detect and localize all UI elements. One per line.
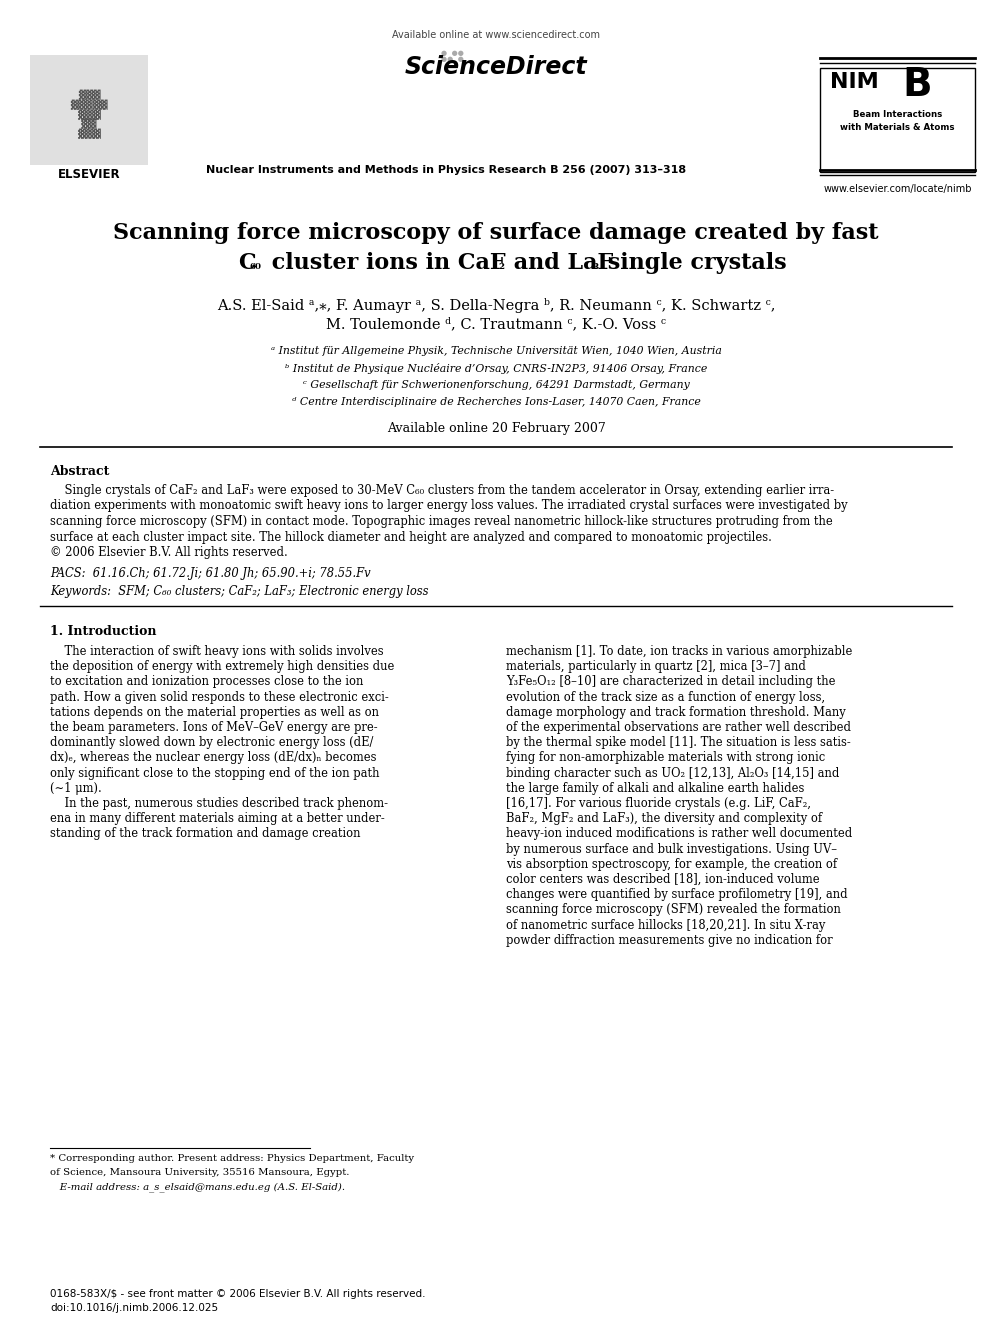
Text: BaF₂, MgF₂ and LaF₃), the diversity and complexity of: BaF₂, MgF₂ and LaF₃), the diversity and … <box>506 812 822 826</box>
Text: mechanism [1]. To date, ion tracks in various amorphizable: mechanism [1]. To date, ion tracks in va… <box>506 646 852 658</box>
Text: [16,17]. For various fluoride crystals (e.g. LiF, CaF₂,: [16,17]. For various fluoride crystals (… <box>506 796 811 810</box>
Text: to excitation and ionization processes close to the ion: to excitation and ionization processes c… <box>50 676 363 688</box>
Text: only significant close to the stopping end of the ion path: only significant close to the stopping e… <box>50 766 380 779</box>
Text: tations depends on the material properties as well as on: tations depends on the material properti… <box>50 705 379 718</box>
Text: doi:10.1016/j.nimb.2006.12.025: doi:10.1016/j.nimb.2006.12.025 <box>50 1303 218 1312</box>
Text: ₂: ₂ <box>498 258 504 273</box>
Text: Keywords:  SFM; C₆₀ clusters; CaF₂; LaF₃; Electronic energy loss: Keywords: SFM; C₆₀ clusters; CaF₂; LaF₃;… <box>50 585 429 598</box>
Text: the large family of alkali and alkaline earth halides: the large family of alkali and alkaline … <box>506 782 805 795</box>
Text: of Science, Mansoura University, 35516 Mansoura, Egypt.: of Science, Mansoura University, 35516 M… <box>50 1168 349 1177</box>
Text: Beam Interactions
with Materials & Atoms: Beam Interactions with Materials & Atoms <box>840 110 954 131</box>
Text: and LaF: and LaF <box>506 251 613 274</box>
Text: color centers was described [18], ion-induced volume: color centers was described [18], ion-in… <box>506 873 819 886</box>
Text: of the experimental observations are rather well described: of the experimental observations are rat… <box>506 721 851 734</box>
Text: M. Toulemonde ᵈ, C. Trautmann ᶜ, K.-O. Voss ᶜ: M. Toulemonde ᵈ, C. Trautmann ᶜ, K.-O. V… <box>326 318 666 331</box>
Text: B: B <box>902 66 931 105</box>
Text: scanning force microscopy (SFM) in contact mode. Topographic images reveal nanom: scanning force microscopy (SFM) in conta… <box>50 515 832 528</box>
Text: The interaction of swift heavy ions with solids involves: The interaction of swift heavy ions with… <box>50 646 384 658</box>
Text: by the thermal spike model [11]. The situation is less satis-: by the thermal spike model [11]. The sit… <box>506 736 851 749</box>
Text: the deposition of energy with extremely high densities due: the deposition of energy with extremely … <box>50 660 395 673</box>
Text: the beam parameters. Ions of MeV–GeV energy are pre-: the beam parameters. Ions of MeV–GeV ene… <box>50 721 378 734</box>
Text: * Corresponding author. Present address: Physics Department, Faculty: * Corresponding author. Present address:… <box>50 1154 414 1163</box>
Text: Single crystals of CaF₂ and LaF₃ were exposed to 30-MeV C₆₀ clusters from the ta: Single crystals of CaF₂ and LaF₃ were ex… <box>50 484 834 497</box>
Text: ▓▓▓
▓▓▓▓▓
  ▓▓▓  
   ▓▓   
  ▓▓▓: ▓▓▓ ▓▓▓▓▓ ▓▓▓ ▓▓ ▓▓▓ <box>70 90 108 139</box>
Text: ᵇ Institut de Physique Nucléaire d’Orsay, CNRS-IN2P3, 91406 Orsay, France: ᵇ Institut de Physique Nucléaire d’Orsay… <box>285 363 707 374</box>
Text: E-mail address: a_s_elsaid@mans.edu.eg (A.S. El-Said).: E-mail address: a_s_elsaid@mans.edu.eg (… <box>50 1181 345 1192</box>
Text: dominantly slowed down by electronic energy loss (dE/: dominantly slowed down by electronic ene… <box>50 736 373 749</box>
Text: A.S. El-Said ᵃ,⁎, F. Aumayr ᵃ, S. Della-Negra ᵇ, R. Neumann ᶜ, K. Schwartz ᶜ,: A.S. El-Said ᵃ,⁎, F. Aumayr ᵃ, S. Della-… <box>216 298 776 314</box>
Text: www.elsevier.com/locate/nimb: www.elsevier.com/locate/nimb <box>823 184 972 194</box>
Text: changes were quantified by surface profilometry [19], and: changes were quantified by surface profi… <box>506 888 847 901</box>
Text: Available online 20 February 2007: Available online 20 February 2007 <box>387 422 605 435</box>
Text: Nuclear Instruments and Methods in Physics Research B 256 (2007) 313–318: Nuclear Instruments and Methods in Physi… <box>206 165 686 175</box>
Bar <box>30 56 148 165</box>
Text: cluster ions in CaF: cluster ions in CaF <box>264 251 506 274</box>
Text: (∼1 μm).: (∼1 μm). <box>50 782 102 795</box>
Text: vis absorption spectroscopy, for example, the creation of: vis absorption spectroscopy, for example… <box>506 857 837 871</box>
Text: path. How a given solid responds to these electronic exci-: path. How a given solid responds to thes… <box>50 691 389 704</box>
Text: NIM: NIM <box>830 71 879 93</box>
Text: Y₃Fe₅O₁₂ [8–10] are characterized in detail including the: Y₃Fe₅O₁₂ [8–10] are characterized in det… <box>506 676 835 688</box>
Text: standing of the track formation and damage creation: standing of the track formation and dama… <box>50 827 360 840</box>
Text: ᶜ Gesellschaft für Schwerionenforschung, 64291 Darmstadt, Germany: ᶜ Gesellschaft für Schwerionenforschung,… <box>303 380 689 390</box>
Text: powder diffraction measurements give no indication for: powder diffraction measurements give no … <box>506 934 832 947</box>
Text: ScienceDirect: ScienceDirect <box>405 56 587 79</box>
Text: heavy-ion induced modifications is rather well documented: heavy-ion induced modifications is rathe… <box>506 827 852 840</box>
Text: surface at each cluster impact site. The hillock diameter and height are analyze: surface at each cluster impact site. The… <box>50 531 772 544</box>
Text: dx)ₑ, whereas the nuclear energy loss (dE/dx)ₙ becomes: dx)ₑ, whereas the nuclear energy loss (d… <box>50 751 377 765</box>
Text: ELSEVIER: ELSEVIER <box>58 168 120 181</box>
Text: of nanometric surface hillocks [18,20,21]. In situ X-ray: of nanometric surface hillocks [18,20,21… <box>506 918 825 931</box>
Text: 0168-583X/$ - see front matter © 2006 Elsevier B.V. All rights reserved.: 0168-583X/$ - see front matter © 2006 El… <box>50 1289 426 1299</box>
Text: ᵈ Centre Interdisciplinaire de Recherches Ions-Laser, 14070 Caen, France: ᵈ Centre Interdisciplinaire de Recherche… <box>292 397 700 407</box>
Text: evolution of the track size as a function of energy loss,: evolution of the track size as a functio… <box>506 691 825 704</box>
Text: Scanning force microscopy of surface damage created by fast: Scanning force microscopy of surface dam… <box>113 222 879 243</box>
Text: single crystals: single crystals <box>600 251 787 274</box>
Text: scanning force microscopy (SFM) revealed the formation: scanning force microscopy (SFM) revealed… <box>506 904 841 917</box>
Text: by numerous surface and bulk investigations. Using UV–: by numerous surface and bulk investigati… <box>506 843 837 856</box>
Text: 1. Introduction: 1. Introduction <box>50 624 157 638</box>
Text: damage morphology and track formation threshold. Many: damage morphology and track formation th… <box>506 705 846 718</box>
Text: materials, particularly in quartz [2], mica [3–7] and: materials, particularly in quartz [2], m… <box>506 660 806 673</box>
Bar <box>820 67 975 172</box>
Text: ᵃ Institut für Allgemeine Physik, Technische Universität Wien, 1040 Wien, Austri: ᵃ Institut für Allgemeine Physik, Techni… <box>271 347 721 356</box>
Text: C: C <box>238 251 256 274</box>
Text: diation experiments with monoatomic swift heavy ions to larger energy loss value: diation experiments with monoatomic swif… <box>50 500 847 512</box>
Text: ena in many different materials aiming at a better under-: ena in many different materials aiming a… <box>50 812 385 826</box>
Text: © 2006 Elsevier B.V. All rights reserved.: © 2006 Elsevier B.V. All rights reserved… <box>50 546 288 560</box>
Text: ●  ●●
●●  ●: ● ●● ●● ● <box>441 50 464 61</box>
Text: In the past, numerous studies described track phenom-: In the past, numerous studies described … <box>50 796 388 810</box>
Text: binding character such as UO₂ [12,13], Al₂O₃ [14,15] and: binding character such as UO₂ [12,13], A… <box>506 766 839 779</box>
Text: ₆₀: ₆₀ <box>249 258 261 273</box>
Text: ₃: ₃ <box>592 258 598 273</box>
Text: fying for non-amorphizable materials with strong ionic: fying for non-amorphizable materials wit… <box>506 751 825 765</box>
Text: Abstract: Abstract <box>50 464 109 478</box>
Text: PACS:  61.16.Ch; 61.72.Ji; 61.80 Jh; 65.90.+i; 78.55.Fv: PACS: 61.16.Ch; 61.72.Ji; 61.80 Jh; 65.9… <box>50 568 371 579</box>
Text: Available online at www.sciencedirect.com: Available online at www.sciencedirect.co… <box>392 30 600 40</box>
